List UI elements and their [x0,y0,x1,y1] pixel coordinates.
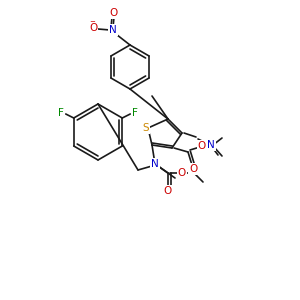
Text: O: O [110,8,118,18]
Text: −: − [89,19,95,25]
Text: N: N [207,140,215,150]
Text: O: O [89,23,97,33]
Text: N: N [109,25,117,35]
Text: O: O [164,186,172,196]
Text: O: O [178,168,186,178]
Text: F: F [132,108,138,118]
Text: F: F [58,108,64,118]
Text: N: N [151,159,159,169]
Text: O: O [189,164,197,174]
Text: S: S [143,123,149,133]
Text: O: O [198,141,206,151]
